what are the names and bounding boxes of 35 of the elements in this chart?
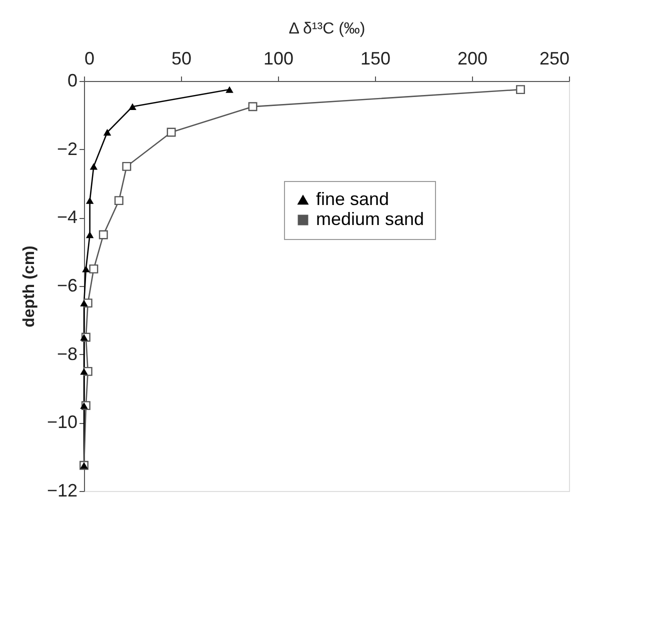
legend-label: medium sand [316, 209, 424, 229]
x-tick-label: 100 [263, 48, 294, 68]
point [114, 196, 124, 206]
x-axis-title: Δ δ¹³C (‰) [288, 20, 366, 38]
point [103, 128, 112, 136]
point [80, 402, 88, 409]
point [226, 86, 234, 93]
x-tick-label: 150 [360, 48, 391, 68]
point [80, 300, 88, 306]
point [166, 128, 176, 137]
y-tick-label: −10 [46, 412, 78, 432]
point [248, 102, 258, 112]
y-axis-title: depth (cm) [20, 246, 38, 328]
point [128, 103, 136, 110]
point [80, 334, 88, 341]
point [122, 162, 132, 171]
x-tick-label: 200 [457, 48, 488, 68]
y-tick-label: −6 [56, 276, 78, 296]
point [89, 264, 98, 274]
y-tick-label: 0 [67, 70, 78, 90]
y-tick-label: −2 [56, 138, 78, 159]
point [82, 266, 90, 272]
x-tick-label: 250 [539, 48, 570, 68]
legend-label: fine sand [316, 189, 390, 209]
point [98, 230, 108, 240]
point [90, 163, 98, 170]
y-tick-label: −4 [56, 207, 78, 228]
point [86, 231, 94, 238]
y-tick-label: −8 [56, 344, 78, 364]
x-tick-label: 0 [84, 48, 95, 68]
y-tick-label: −12 [46, 480, 78, 500]
point [86, 197, 94, 204]
point [80, 368, 88, 375]
point [516, 85, 525, 94]
x-tick-label: 50 [171, 48, 192, 68]
